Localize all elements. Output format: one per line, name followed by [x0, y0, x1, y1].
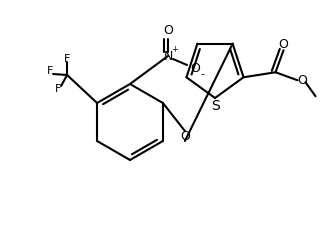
Text: F: F	[47, 66, 53, 76]
Text: O: O	[279, 38, 289, 51]
Text: F: F	[64, 54, 70, 64]
Text: O: O	[163, 24, 173, 37]
Text: S: S	[212, 99, 220, 113]
Text: O: O	[190, 61, 200, 74]
Text: +: +	[172, 46, 178, 54]
Text: O: O	[180, 131, 190, 144]
Text: F: F	[55, 84, 61, 94]
Text: -: -	[200, 69, 204, 79]
Text: O: O	[298, 74, 308, 87]
Text: N: N	[163, 49, 173, 62]
